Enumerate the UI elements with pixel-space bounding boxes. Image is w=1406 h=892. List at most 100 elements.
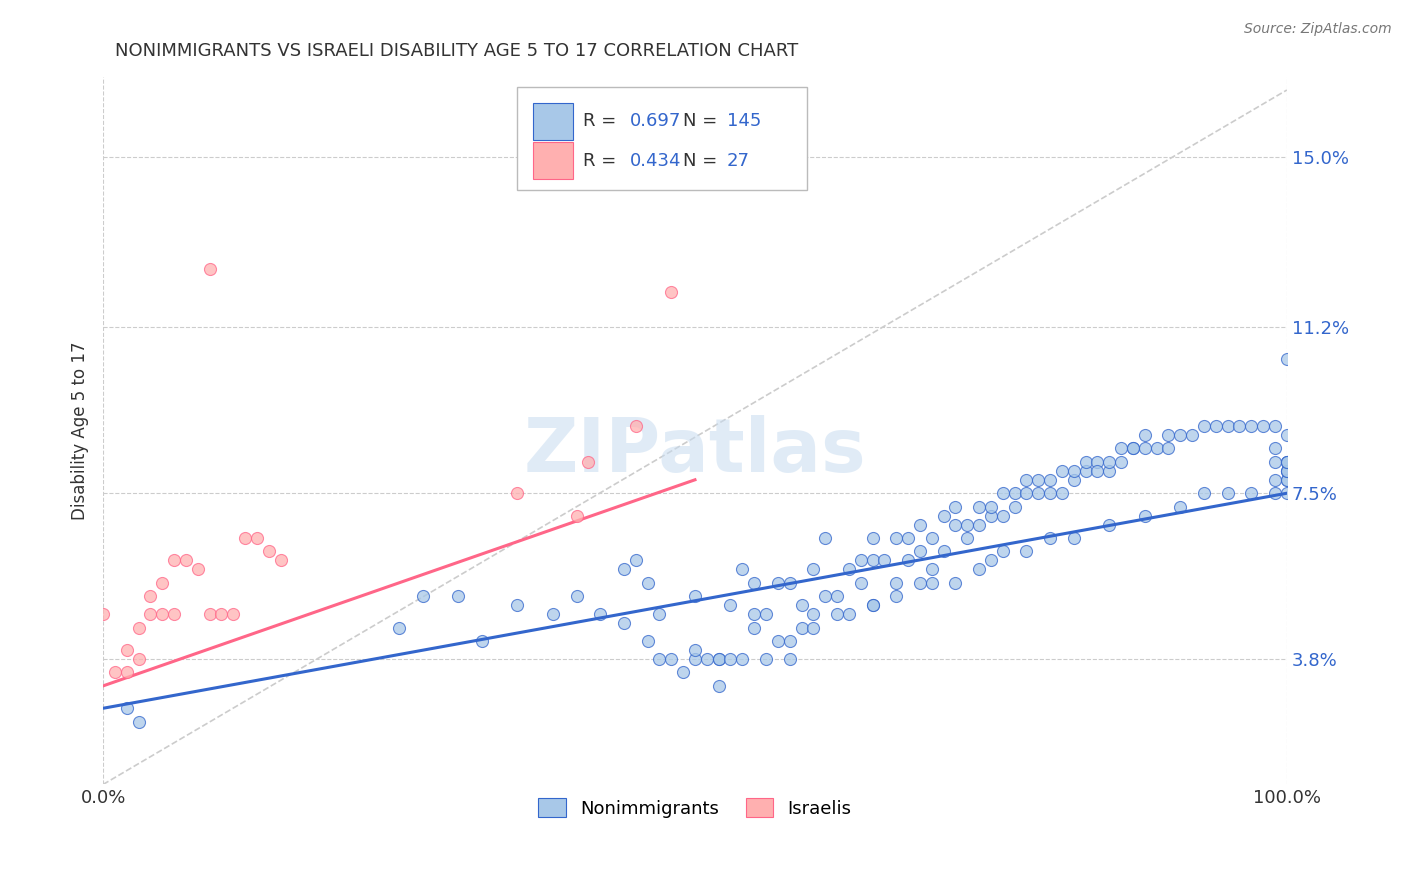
Point <box>1087 455 1109 469</box>
Point <box>801 562 824 576</box>
Point <box>742 575 765 590</box>
Point <box>115 665 138 680</box>
Point <box>659 652 682 666</box>
Point <box>150 607 173 622</box>
Point <box>956 517 979 532</box>
Point <box>211 607 233 622</box>
Point <box>1240 419 1263 434</box>
Point <box>541 607 564 622</box>
Point <box>233 531 256 545</box>
Point <box>707 679 730 693</box>
Point <box>1087 464 1109 478</box>
Point <box>967 517 990 532</box>
Point <box>1275 473 1298 487</box>
Point <box>128 621 150 635</box>
Point <box>163 553 186 567</box>
Point <box>908 575 931 590</box>
Point <box>1074 464 1097 478</box>
Point <box>589 607 612 622</box>
Point <box>945 575 967 590</box>
Point <box>1264 455 1286 469</box>
Point <box>637 575 659 590</box>
Point <box>163 607 186 622</box>
Point <box>956 531 979 545</box>
Point <box>1181 428 1204 442</box>
FancyBboxPatch shape <box>533 103 574 139</box>
Point <box>447 589 470 603</box>
Point <box>801 607 824 622</box>
Text: N =: N = <box>683 152 723 169</box>
Point <box>506 599 529 613</box>
Point <box>921 575 943 590</box>
Point <box>1240 486 1263 500</box>
Point <box>1109 455 1132 469</box>
Point <box>980 500 1002 514</box>
Point <box>838 607 860 622</box>
Point <box>1122 442 1144 456</box>
Point <box>412 589 434 603</box>
Point <box>1063 473 1085 487</box>
Point <box>945 517 967 532</box>
Point <box>1275 428 1298 442</box>
Point <box>980 553 1002 567</box>
Point <box>1015 544 1038 558</box>
Point <box>150 575 173 590</box>
Point <box>897 531 920 545</box>
Point <box>1205 419 1227 434</box>
Point <box>884 531 907 545</box>
Point <box>115 701 138 715</box>
Point <box>1275 455 1298 469</box>
Point <box>838 562 860 576</box>
Point <box>1050 464 1073 478</box>
Point <box>1229 419 1251 434</box>
Point <box>1015 473 1038 487</box>
Point <box>1063 464 1085 478</box>
Point <box>1109 442 1132 456</box>
Text: NONIMMIGRANTS VS ISRAELI DISABILITY AGE 5 TO 17 CORRELATION CHART: NONIMMIGRANTS VS ISRAELI DISABILITY AGE … <box>115 42 799 60</box>
Point <box>659 285 682 299</box>
Point <box>779 575 801 590</box>
Point <box>1026 486 1049 500</box>
Point <box>814 531 837 545</box>
Point <box>1264 419 1286 434</box>
Point <box>91 607 114 622</box>
Point <box>921 531 943 545</box>
Point <box>648 652 671 666</box>
Point <box>1192 419 1215 434</box>
Point <box>779 634 801 648</box>
Point <box>246 531 269 545</box>
Point <box>1264 442 1286 456</box>
Point <box>766 634 789 648</box>
Point <box>862 531 884 545</box>
Point <box>945 500 967 514</box>
Point <box>1264 486 1286 500</box>
Point <box>578 455 600 469</box>
Point <box>991 544 1014 558</box>
Text: ZIPatlas: ZIPatlas <box>523 416 866 488</box>
Text: R =: R = <box>582 112 621 130</box>
Point <box>1275 473 1298 487</box>
Point <box>1168 500 1191 514</box>
Point <box>707 652 730 666</box>
Point <box>991 508 1014 523</box>
Point <box>790 621 813 635</box>
Point <box>1004 486 1026 500</box>
Point <box>742 621 765 635</box>
Point <box>1275 486 1298 500</box>
Point <box>862 599 884 613</box>
Point <box>222 607 245 622</box>
Point <box>801 621 824 635</box>
Point <box>128 714 150 729</box>
Point <box>637 634 659 648</box>
Point <box>1063 531 1085 545</box>
Point <box>471 634 494 648</box>
Point <box>932 544 955 558</box>
Point <box>115 643 138 657</box>
Point <box>1275 351 1298 366</box>
Point <box>849 575 872 590</box>
Point <box>921 562 943 576</box>
Legend: Nonimmigrants, Israelis: Nonimmigrants, Israelis <box>531 791 859 825</box>
Point <box>1133 508 1156 523</box>
Point <box>1133 428 1156 442</box>
Point <box>967 500 990 514</box>
